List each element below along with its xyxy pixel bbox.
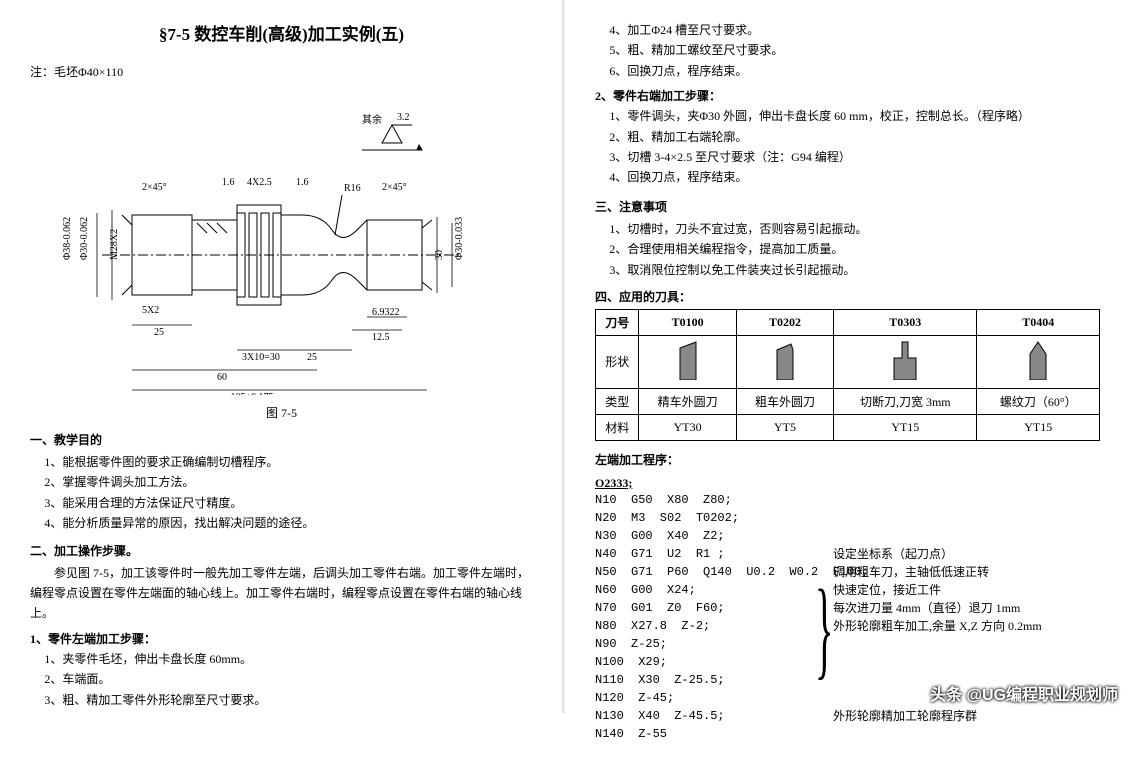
sec2-sub1-list: 1、夹零件毛坯，伸出卡盘长度 60mm。2、车端面。3、粗、精加工零件外形轮廓至… xyxy=(30,649,533,710)
td: YT30 xyxy=(639,414,736,440)
list-item: 4、加工Φ24 槽至尺寸要求。 xyxy=(595,20,1100,40)
list-item: 4、回换刀点，程序结束。 xyxy=(595,167,1100,187)
svg-text:6.9322: 6.9322 xyxy=(372,307,400,318)
right-sub2: 2、零件右端加工步骤： xyxy=(595,87,1100,104)
table-row: 类型 精车外圆刀 粗车外圆刀 切断刀,刀宽 3mm 螺纹刀（60°） xyxy=(596,388,1100,414)
svg-text:60: 60 xyxy=(217,372,227,383)
section-4-title: 四、应用的刀具： xyxy=(595,288,1100,305)
tool-shape-cell xyxy=(639,335,736,388)
sec2-sub1: 1、零件左端加工步骤： xyxy=(30,630,533,647)
svg-text:R16: R16 xyxy=(344,183,361,194)
list-item: 1、能根据零件图的要求正确编制切槽程序。 xyxy=(30,452,533,472)
td: 螺纹刀（60°） xyxy=(977,388,1100,414)
section-3-title: 三、注意事项 xyxy=(595,198,1100,215)
program-area: N10 G50 X80 Z80; N20 M3 S02 T0202; N30 G… xyxy=(595,491,1100,779)
brace-icon: } xyxy=(815,573,833,683)
td: YT15 xyxy=(977,414,1100,440)
svg-text:5X2: 5X2 xyxy=(142,305,159,316)
section-2-body: 参见图 7-5，加工该零件时一般先加工零件左端，后调头加工零件右端。加工零件左端… xyxy=(30,563,533,624)
section-2-title: 二、加工操作步骤。 xyxy=(30,542,533,559)
thread-tool-icon xyxy=(1024,340,1052,380)
tool-shape-cell xyxy=(834,335,977,388)
td: 类型 xyxy=(596,388,639,414)
page-title: §7-5 数控车削(高级)加工实例(五) xyxy=(30,20,533,45)
td: 形状 xyxy=(596,335,639,388)
th: T0100 xyxy=(639,309,736,335)
svg-text:1.6: 1.6 xyxy=(222,177,235,188)
program-title: 左端加工程序： xyxy=(595,451,1100,468)
list-item: 1、零件调头，夹Φ30 外圆，伸出卡盘长度 60 mm，校正，控制总长。（程序略… xyxy=(595,106,1100,126)
sub2-list: 1、零件调头，夹Φ30 外圆，伸出卡盘长度 60 mm，校正，控制总长。（程序略… xyxy=(595,106,1100,188)
td: YT5 xyxy=(736,414,833,440)
th: 刀号 xyxy=(596,309,639,335)
svg-text:2×45°: 2×45° xyxy=(382,182,407,193)
list-item: 2、合理使用相关编程指令，提高加工质量。 xyxy=(595,239,1100,259)
list-item: 1、夹零件毛坯，伸出卡盘长度 60mm。 xyxy=(30,649,533,669)
td: 精车外圆刀 xyxy=(639,388,736,414)
section-1-list: 1、能根据零件图的要求正确编制切槽程序。2、掌握零件调头加工方法。3、能采用合理… xyxy=(30,452,533,534)
section-3-list: 1、切槽时，刀头不宜过宽，否则容易引起振动。2、合理使用相关编程指令，提高加工质… xyxy=(595,219,1100,280)
blank-note: 注：毛坯Φ40×110 xyxy=(30,63,533,80)
th: T0404 xyxy=(977,309,1100,335)
page-right: 4、加工Φ24 槽至尺寸要求。5、粗、精加工螺纹至尺寸要求。6、回换刀点，程序结… xyxy=(565,0,1130,713)
page-left: §7-5 数控车削(高级)加工实例(五) 注：毛坯Φ40×110 xyxy=(0,0,565,713)
table-row: 形状 xyxy=(596,335,1100,388)
table-row: 材料 YT30 YT5 YT15 YT15 xyxy=(596,414,1100,440)
mechanical-drawing: 其余 3.2 R16 2×45° 2×45° 1.6 4X2.5 1.6 Φ38… xyxy=(30,90,533,400)
svg-text:25: 25 xyxy=(307,352,317,363)
list-item: 2、掌握零件调头加工方法。 xyxy=(30,472,533,492)
rough-tool-icon xyxy=(771,340,799,380)
td: 材料 xyxy=(596,414,639,440)
svg-text:3X10=30: 3X10=30 xyxy=(242,352,280,363)
svg-text:105±0.175: 105±0.175 xyxy=(230,392,273,395)
svg-text:其余: 其余 xyxy=(362,113,382,126)
tool-table: 刀号 T0100 T0202 T0303 T0404 形状 类型 精车外圆刀 粗… xyxy=(595,309,1100,441)
list-item: 2、粗、精加工右端轮廓。 xyxy=(595,127,1100,147)
program-number: O2333; xyxy=(595,476,1100,491)
program-notes: } 设定坐标系（起刀点） 调用粗车刀，主轴低低速正转 快速定位，接近工件 每次进… xyxy=(815,491,1100,779)
svg-text:2×45°: 2×45° xyxy=(142,182,167,193)
list-item: 3、能采用合理的方法保证尺寸精度。 xyxy=(30,493,533,513)
th: T0303 xyxy=(834,309,977,335)
tool-shape-cell xyxy=(736,335,833,388)
list-item: 1、切槽时，刀头不宜过宽，否则容易引起振动。 xyxy=(595,219,1100,239)
td: YT15 xyxy=(834,414,977,440)
svg-text:30: 30 xyxy=(434,250,445,260)
td: 粗车外圆刀 xyxy=(736,388,833,414)
svg-text:Φ38-0.062: Φ38-0.062 xyxy=(62,217,73,260)
svg-text:12.5: 12.5 xyxy=(372,332,390,343)
th: T0202 xyxy=(736,309,833,335)
svg-text:25: 25 xyxy=(154,327,164,338)
tool-shape-cell xyxy=(977,335,1100,388)
svg-text:3.2: 3.2 xyxy=(397,112,410,123)
list-item: 3、取消限位控制以免工件装夹过长引起振动。 xyxy=(595,260,1100,280)
list-item: 3、切槽 3-4×2.5 至尺寸要求（注：G94 编程） xyxy=(595,147,1100,167)
svg-text:4X2.5: 4X2.5 xyxy=(247,177,272,188)
svg-text:M28X2: M28X2 xyxy=(109,229,120,260)
svg-text:Φ30-0.062: Φ30-0.062 xyxy=(79,217,90,260)
list-item: 5、粗、精加工螺纹至尺寸要求。 xyxy=(595,40,1100,60)
list-item: 2、车端面。 xyxy=(30,669,533,689)
part-diagram-svg: 其余 3.2 R16 2×45° 2×45° 1.6 4X2.5 1.6 Φ38… xyxy=(62,95,502,395)
finish-tool-icon xyxy=(674,340,702,380)
section-1-title: 一、教学目的 xyxy=(30,431,533,448)
list-item: 6、回换刀点，程序结束。 xyxy=(595,61,1100,81)
figure-caption: 图 7-5 xyxy=(30,404,533,421)
svg-text:1.6: 1.6 xyxy=(296,177,309,188)
td: 切断刀,刀宽 3mm xyxy=(834,388,977,414)
list-item: 4、能分析质量异常的原因，找出解决问题的途径。 xyxy=(30,513,533,533)
program-code: N10 G50 X80 Z80; N20 M3 S02 T0202; N30 G… xyxy=(595,491,815,779)
table-row: 刀号 T0100 T0202 T0303 T0404 xyxy=(596,309,1100,335)
continuation-list: 4、加工Φ24 槽至尺寸要求。5、粗、精加工螺纹至尺寸要求。6、回换刀点，程序结… xyxy=(595,20,1100,81)
watermark: 头条 @UG编程职业规划师 xyxy=(930,681,1118,705)
cutoff-tool-icon xyxy=(890,340,920,380)
list-item: 3、粗、精加工零件外形轮廓至尺寸要求。 xyxy=(30,690,533,710)
svg-text:Φ30-0.033: Φ30-0.033 xyxy=(454,217,465,260)
